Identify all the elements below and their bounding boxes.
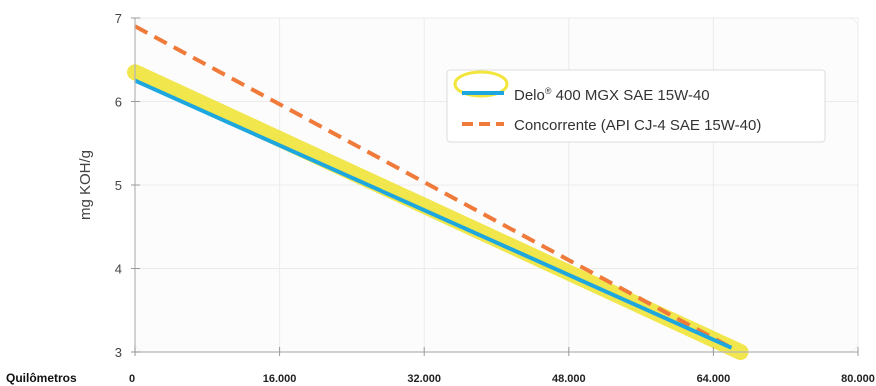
legend-label-delo: Delo® 400 MGX SAE 15W-40 xyxy=(514,86,710,104)
x-axis-title: Quilômetros xyxy=(6,371,77,385)
y-tick-label: 5 xyxy=(115,178,122,193)
y-tick-label: 4 xyxy=(115,262,122,277)
x-tick-label: 16.000 xyxy=(263,373,297,385)
series-line-concorrente xyxy=(134,24,733,350)
y-tick-label: 6 xyxy=(115,95,122,110)
series-line-delo xyxy=(134,78,733,350)
legend-box xyxy=(446,69,826,143)
x-tick-label: 0 xyxy=(129,373,135,385)
x-tick-label: 32.000 xyxy=(407,373,441,385)
legend-highlight-circle xyxy=(453,70,509,98)
x-tick-label: 48.000 xyxy=(552,373,586,385)
y-tick-label: 3 xyxy=(115,345,122,360)
x-tick-label: 64.000 xyxy=(697,373,731,385)
x-tick-label: 80.000 xyxy=(841,373,875,385)
y-axis-title: mg KOH/g xyxy=(77,150,94,220)
legend-label-concorrente: Concorrente (API CJ-4 SAE 15W-40) xyxy=(514,117,761,134)
y-tick-label: 7 xyxy=(115,11,122,26)
